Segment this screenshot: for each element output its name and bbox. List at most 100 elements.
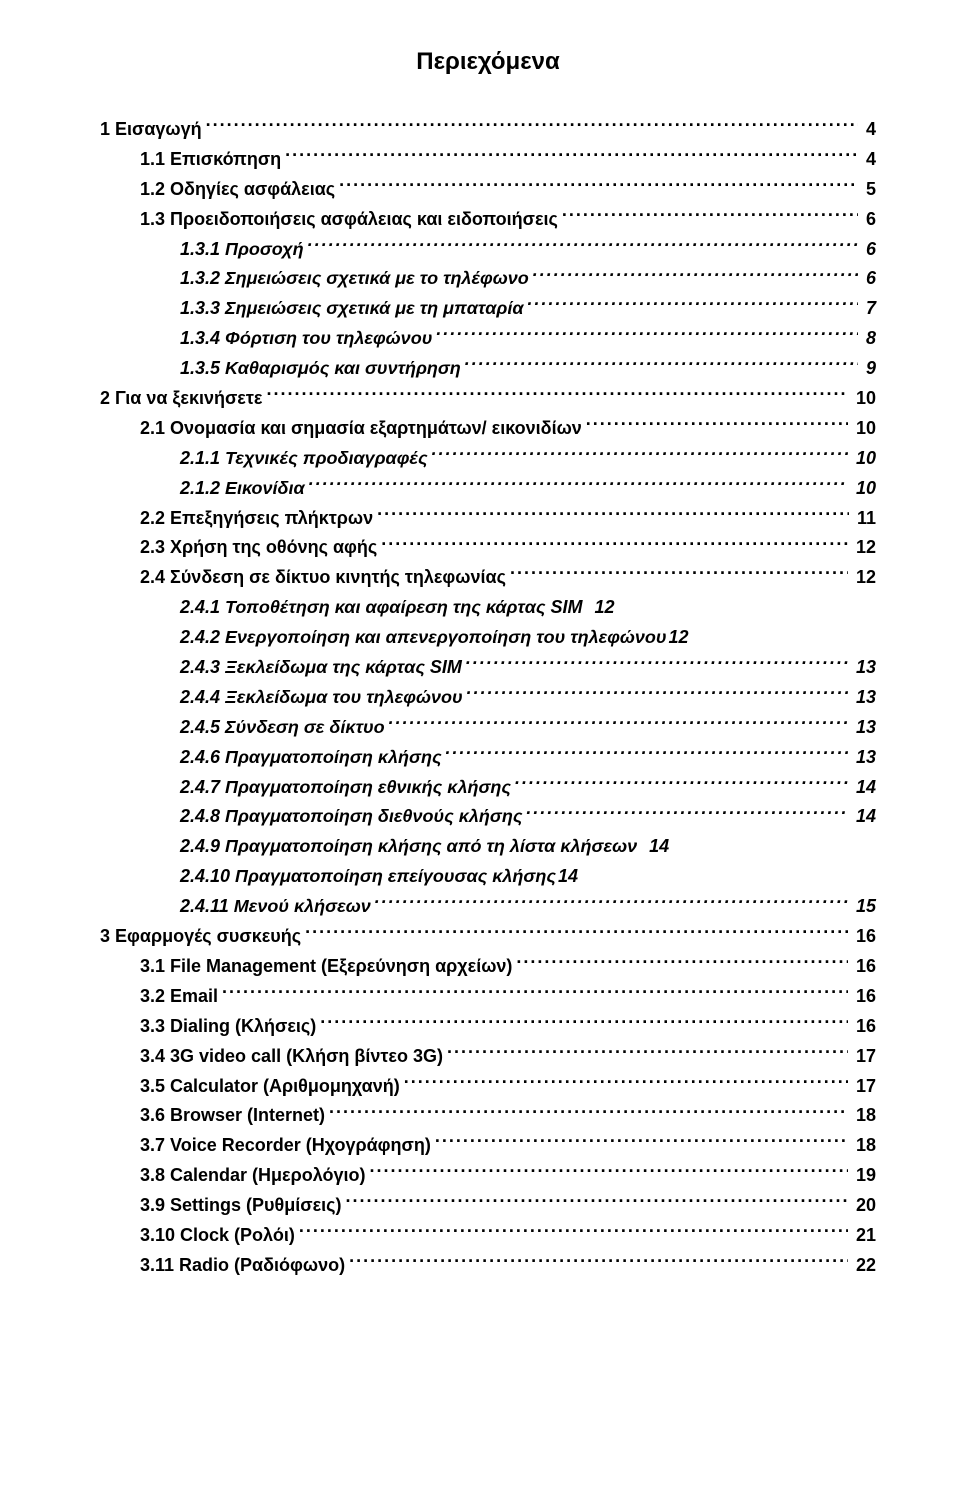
toc-entry: 1.3.5 Καθαρισμός και συντήρηση 9 xyxy=(100,355,876,383)
toc-entry: 1.3.1 Προσοχή 6 xyxy=(100,236,876,264)
toc-page-number: 13 xyxy=(852,684,876,712)
toc-label: 3.1 File Management (Εξερεύνηση αρχείων) xyxy=(140,953,512,981)
toc-page-number: 6 xyxy=(862,236,876,264)
toc-page-number: 7 xyxy=(862,295,876,323)
toc-label: 2.4.5 Σύνδεση σε δίκτυο xyxy=(180,714,385,742)
toc-leader xyxy=(436,326,858,344)
toc-label: 2.2 Επεξηγήσεις πλήκτρων xyxy=(140,505,373,533)
toc-entry: 2.2 Επεξηγήσεις πλήκτρων 11 xyxy=(100,505,876,533)
toc-leader xyxy=(586,416,848,434)
toc-entry: 2.4 Σύνδεση σε δίκτυο κινητής τηλεφωνίας… xyxy=(100,564,876,592)
toc-leader xyxy=(339,177,858,195)
toc-entry: 1.3.2 Σημειώσεις σχετικά με το τηλέφωνο6 xyxy=(100,265,876,293)
toc-page-number: 16 xyxy=(852,1013,876,1041)
toc-label: 1.3.4 Φόρτιση του τηλεφώνου xyxy=(180,325,432,353)
toc-label: 2.4.7 Πραγματοποίηση εθνικής κλήσης xyxy=(180,774,511,802)
toc-page-number: 14 xyxy=(852,803,876,831)
toc-page-number: 21 xyxy=(852,1222,876,1250)
toc-label: 2.1.1 Τεχνικές προδιαγραφές xyxy=(180,445,428,473)
toc-label: 3.11 Radio (Ραδιόφωνο) xyxy=(140,1252,345,1280)
page-title: Περιεχόμενα xyxy=(100,48,876,76)
toc-page-number: 16 xyxy=(852,923,876,951)
toc-label: 3.8 Calendar (Ημερολόγιο) xyxy=(140,1162,366,1190)
toc-label: 2.4.10 Πραγματοποίηση επείγουσας κλήσης xyxy=(180,863,556,891)
toc-page-number: 18 xyxy=(852,1102,876,1130)
toc-entry: 2 Για να ξεκινήσετε10 xyxy=(100,385,876,413)
toc-label: 3.7 Voice Recorder (Ηχογράφηση) xyxy=(140,1132,431,1160)
toc-entry: 3.1 File Management (Εξερεύνηση αρχείων)… xyxy=(100,953,876,981)
toc-label: 2 Για να ξεκινήσετε xyxy=(100,385,262,413)
toc-label: 2.4.6 Πραγματοποίηση κλήσης xyxy=(180,744,442,772)
toc-label: 3.4 3G video call (Κλήση βίντεο 3G) xyxy=(140,1043,443,1071)
toc-label: 2.4.4 Ξεκλείδωμα του τηλεφώνου xyxy=(180,684,463,712)
toc-page-number: 16 xyxy=(852,983,876,1011)
toc-label: 3.3 Dialing (Κλήσεις) xyxy=(140,1013,316,1041)
toc-page-number: 12 xyxy=(583,594,615,622)
toc-leader xyxy=(381,535,848,553)
toc-page-number: 13 xyxy=(852,654,876,682)
toc-entry: 3.3 Dialing (Κλήσεις) 16 xyxy=(100,1013,876,1041)
toc-label: 3.10 Clock (Ρολόι) xyxy=(140,1222,295,1250)
toc-entry: 1.3.4 Φόρτιση του τηλεφώνου 8 xyxy=(100,325,876,353)
toc-entry: 1.1 Επισκόπηση4 xyxy=(100,146,876,174)
toc-entry: 2.3 Χρήση της οθόνης αφής12 xyxy=(100,534,876,562)
toc-label: 2.4 Σύνδεση σε δίκτυο κινητής τηλεφωνίας xyxy=(140,564,506,592)
toc-leader xyxy=(432,446,848,464)
toc-entry: 2.1 Ονομασία και σημασία εξαρτημάτων/ ει… xyxy=(100,415,876,443)
toc-label: 3.6 Browser (Internet) xyxy=(140,1102,325,1130)
toc-page-number: 9 xyxy=(862,355,876,383)
toc-entry: 2.4.7 Πραγματοποίηση εθνικής κλήσης 14 xyxy=(100,774,876,802)
toc-page-number: 4 xyxy=(862,116,876,144)
toc-entry: 2.4.6 Πραγματοποίηση κλήσης 13 xyxy=(100,744,876,772)
toc-page-number: 16 xyxy=(852,953,876,981)
toc-leader xyxy=(533,266,858,284)
toc-entry: 2.1.2 Εικονίδια10 xyxy=(100,475,876,503)
toc-label: 1.3.5 Καθαρισμός και συντήρηση xyxy=(180,355,461,383)
toc-page-number: 19 xyxy=(852,1162,876,1190)
toc-leader xyxy=(467,685,848,703)
toc-page-number: 14 xyxy=(852,774,876,802)
toc-page-number: 6 xyxy=(862,265,876,293)
toc-leader xyxy=(320,1014,848,1032)
toc-page-number: 8 xyxy=(862,325,876,353)
toc-leader xyxy=(308,237,858,255)
toc-leader xyxy=(299,1223,848,1241)
toc-entry: 3.2 Email 16 xyxy=(100,983,876,1011)
toc-entry: 3.10 Clock (Ρολόι) 21 xyxy=(100,1222,876,1250)
toc-leader xyxy=(309,476,848,494)
toc-entry: 3.5 Calculator (Αριθμομηχανή)17 xyxy=(100,1073,876,1101)
toc-page-number: 13 xyxy=(852,714,876,742)
toc-entry: 2.4.1 Τοποθέτηση και αφαίρεση της κάρτας… xyxy=(100,594,876,622)
toc-entry: 2.4.8 Πραγματοποίηση διεθνούς κλήσης14 xyxy=(100,803,876,831)
toc-entry: 1.3.3 Σημειώσεις σχετικά με τη μπαταρία 7 xyxy=(100,295,876,323)
toc-label: 1.2 Οδηγίες ασφάλειας xyxy=(140,176,335,204)
toc-page-number: 10 xyxy=(852,445,876,473)
toc-leader xyxy=(389,715,848,733)
toc-entry: 2.4.9 Πραγματοποίηση κλήσης από τη λίστα… xyxy=(100,833,876,861)
toc-leader xyxy=(206,117,858,135)
toc-page-number: 11 xyxy=(853,505,876,533)
toc-page-number: 12 xyxy=(852,564,876,592)
toc-leader xyxy=(562,207,858,225)
toc-leader xyxy=(516,954,848,972)
toc-label: 2.4.1 Τοποθέτηση και αφαίρεση της κάρτας… xyxy=(180,594,583,622)
toc-label: 1.3.1 Προσοχή xyxy=(180,236,304,264)
toc-page-number: 17 xyxy=(852,1073,876,1101)
toc-entry: 3.4 3G video call (Κλήση βίντεο 3G)17 xyxy=(100,1043,876,1071)
toc-entry: 2.4.3 Ξεκλείδωμα της κάρτας SIM13 xyxy=(100,654,876,682)
toc-label: 3.2 Email xyxy=(140,983,218,1011)
toc-page-number: 15 xyxy=(852,893,876,921)
toc-entry: 2.4.5 Σύνδεση σε δίκτυο 13 xyxy=(100,714,876,742)
toc-entry: 3.7 Voice Recorder (Ηχογράφηση)18 xyxy=(100,1132,876,1160)
toc-leader xyxy=(465,356,858,374)
toc-page-number: 14 xyxy=(637,833,669,861)
toc-entry: 1.2 Οδηγίες ασφάλειας5 xyxy=(100,176,876,204)
toc-leader xyxy=(466,655,848,673)
toc-label: 1.3.3 Σημειώσεις σχετικά με τη μπαταρία xyxy=(180,295,524,323)
toc-leader xyxy=(329,1103,848,1121)
toc-page-number: 13 xyxy=(852,744,876,772)
toc-leader xyxy=(345,1193,848,1211)
toc-label: 2.1 Ονομασία και σημασία εξαρτημάτων/ ει… xyxy=(140,415,582,443)
toc-leader xyxy=(404,1074,848,1092)
toc-entry: 2.4.10 Πραγματοποίηση επείγουσας κλήσης1… xyxy=(100,863,876,891)
